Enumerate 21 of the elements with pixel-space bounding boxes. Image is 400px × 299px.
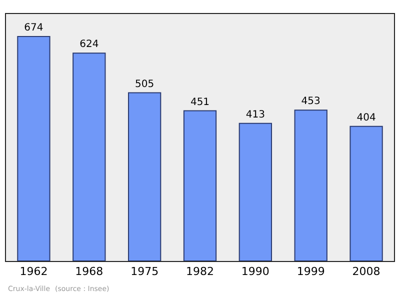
bar bbox=[128, 92, 162, 261]
x-tick-label: 1982 bbox=[186, 265, 214, 278]
x-tick-label: 1990 bbox=[241, 265, 270, 278]
x-tick-label: 1962 bbox=[20, 265, 48, 278]
bar bbox=[294, 110, 328, 261]
bar bbox=[238, 122, 272, 261]
data-label: 451 bbox=[190, 96, 210, 108]
data-label: 505 bbox=[135, 78, 154, 90]
bar bbox=[350, 126, 383, 261]
x-tick-label: 1975 bbox=[130, 265, 159, 278]
x-tick-label: 2008 bbox=[352, 265, 380, 278]
data-label: 674 bbox=[24, 22, 44, 34]
bar bbox=[183, 110, 217, 261]
data-label: 404 bbox=[356, 112, 376, 124]
bar bbox=[72, 52, 106, 261]
bar bbox=[17, 36, 50, 261]
data-label: 453 bbox=[301, 96, 320, 108]
x-tick-label: 1999 bbox=[296, 265, 325, 278]
x-tick-label: 1968 bbox=[75, 265, 104, 278]
data-label: 413 bbox=[246, 109, 265, 120]
data-label: 624 bbox=[80, 39, 99, 50]
